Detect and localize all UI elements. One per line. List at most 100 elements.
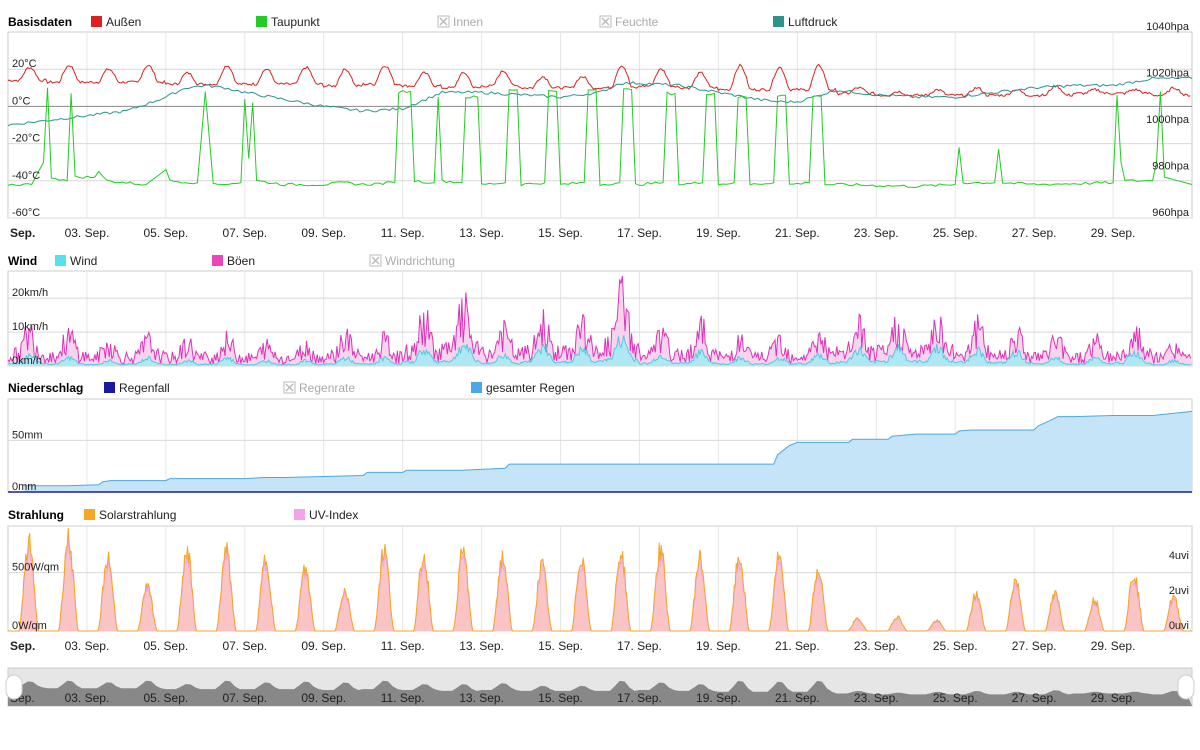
- time-navigator[interactable]: Sep. 03. Sep. 05. Sep. 07. Sep. 09. Sep. 11. …: [5, 667, 1195, 707]
- basis-legend-label[interactable]: Taupunkt: [271, 15, 320, 29]
- y-axis-label-pressure: 980hpa: [1152, 161, 1190, 173]
- x-axis-tick-label: 25. Sep.: [933, 639, 978, 653]
- panel-title-basisdaten: Basisdaten: [8, 15, 72, 29]
- x-axis-tick-label: 21. Sep.: [775, 226, 820, 240]
- y-axis-label-pressure: 1000hpa: [1146, 114, 1190, 126]
- regen-legend-label[interactable]: Regenfall: [119, 381, 170, 395]
- navigator-tick-label: 07. Sep.: [222, 691, 267, 705]
- series-area-solarstrahlung: [8, 528, 1192, 631]
- x-axis-tick-label: 05. Sep.: [144, 226, 189, 240]
- regen-legend-swatch[interactable]: [471, 382, 482, 393]
- basis-legend-swatch[interactable]: [773, 16, 784, 27]
- panel-title-strahlung: Strahlung: [8, 508, 64, 522]
- regen-legend-disabled-x-icon: [285, 383, 294, 392]
- x-axis-tick-label: 27. Sep.: [1012, 639, 1057, 653]
- y-axis-label-regen: 0mm: [12, 481, 36, 493]
- wind-legend-disabled-x-icon: [371, 256, 380, 265]
- strahlung-legend-swatch[interactable]: [84, 509, 95, 520]
- strahlung-legend-label[interactable]: UV-Index: [309, 508, 358, 522]
- basis-legend-label[interactable]: Feuchte: [615, 15, 659, 29]
- navigator-tick-label: 17. Sep.: [617, 691, 662, 705]
- plot-wind: 20km/h 10km/h 0km/h: [7, 270, 1193, 367]
- basis-legend-swatch[interactable]: [91, 16, 102, 27]
- y-axis-label-pressure: 960hpa: [1152, 207, 1190, 219]
- regen-legend-label[interactable]: gesamter Regen: [486, 381, 575, 395]
- series-line-aussen: [7, 63, 1191, 98]
- series-line-wind: [7, 335, 1191, 366]
- basis-frame: [7, 31, 1193, 219]
- series-line-taupunkt: [7, 87, 1193, 189]
- x-axis-tick-label: 15. Sep.: [538, 639, 583, 653]
- regen-legend-swatch[interactable]: [104, 382, 115, 393]
- x-axis-tick-label: 29. Sep.: [1091, 639, 1136, 653]
- plot-basisdaten: 20°C 0°C -20°C -40°C -60°C 1040hpa 1020hpa 1000…: [7, 21, 1193, 219]
- x-axis-first-label: Sep.: [10, 226, 35, 240]
- y-axis-label-temperature: 0°C: [12, 95, 31, 107]
- x-axis-tick-label: 11. Sep.: [381, 226, 425, 240]
- wind-legend-swatch[interactable]: [212, 255, 223, 266]
- y-axis-label-solar: 0W/qm: [12, 620, 47, 632]
- y-axis-label-uv: 0uvi: [1169, 620, 1189, 632]
- navigator-handle-left[interactable]: [5, 674, 23, 700]
- basis-legend-label[interactable]: Innen: [453, 15, 483, 29]
- x-axis-basisdaten: Sep. 03. Sep. 05. Sep. 07. Sep. 09. Sep. 11. …: [10, 226, 1135, 240]
- y-axis-label-wind: 0km/h: [12, 355, 42, 367]
- panel-title-wind: Wind: [8, 254, 37, 268]
- x-axis-strahlung: Sep. 03. Sep. 05. Sep. 07. Sep. 09. Sep. 11. …: [10, 639, 1135, 653]
- x-axis-tick-label: 21. Sep.: [775, 639, 820, 653]
- legend-niederschlag: Regenfall Regenrate gesamter Regen: [104, 381, 575, 395]
- regen-legend-label[interactable]: Regenrate: [299, 381, 355, 395]
- y-axis-label-uv: 2uvi: [1169, 585, 1189, 597]
- x-axis-tick-label: 19. Sep.: [696, 226, 741, 240]
- y-axis-label-temperature: -20°C: [12, 133, 40, 145]
- y-axis-label-uv: 4uvi: [1169, 550, 1189, 562]
- series-line-gesamter-regen: [23, 410, 1193, 487]
- navigator-tick-label: 15. Sep.: [538, 691, 583, 705]
- strahlung-legend-label[interactable]: Solarstrahlung: [99, 508, 176, 522]
- series-line-solarstrahlung: [8, 528, 1192, 632]
- x-axis-tick-label: 25. Sep.: [933, 226, 978, 240]
- basis-legend-label[interactable]: Luftdruck: [788, 15, 838, 29]
- x-axis-tick-label: 13. Sep.: [459, 226, 504, 240]
- basis-legend-swatch[interactable]: [256, 16, 267, 27]
- panel-basisdaten: Basisdaten Außen Taupunkt Innen Feuchte Luft…: [7, 15, 1193, 219]
- x-axis-tick-label: 07. Sep.: [222, 226, 267, 240]
- panel-title-niederschlag: Niederschlag: [8, 381, 83, 395]
- basis-legend-disabled-x-icon: [439, 17, 448, 26]
- x-axis-tick-label: 23. Sep.: [854, 226, 899, 240]
- x-axis-tick-label: 11. Sep.: [381, 639, 425, 653]
- x-axis-tick-label: 29. Sep.: [1091, 226, 1136, 240]
- basis-legend-label[interactable]: Außen: [106, 15, 141, 29]
- wind-legend-label[interactable]: Wind: [70, 254, 97, 268]
- wind-legend-label[interactable]: Böen: [227, 254, 255, 268]
- navigator-tick-label: 25. Sep.: [933, 691, 978, 705]
- navigator-tick-label: 19. Sep.: [696, 691, 741, 705]
- y-axis-label-temperature: -60°C: [12, 207, 40, 219]
- series-area-gesamter-regen: [23, 411, 1193, 492]
- x-axis-tick-label: 03. Sep.: [65, 226, 110, 240]
- y-axis-label-temperature: -40°C: [12, 170, 40, 182]
- x-axis-tick-label: 27. Sep.: [1012, 226, 1057, 240]
- x-axis-tick-label: 15. Sep.: [538, 226, 583, 240]
- wind-legend-label[interactable]: Windrichtung: [385, 254, 455, 268]
- navigator-tick-label: 27. Sep.: [1012, 691, 1057, 705]
- strahlung-legend-swatch[interactable]: [294, 509, 305, 520]
- legend-basisdaten: Außen Taupunkt Innen Feuchte Luftdruck: [91, 15, 838, 29]
- navigator-tick-label: 13. Sep.: [459, 691, 504, 705]
- wind-legend-swatch[interactable]: [55, 255, 66, 266]
- x-axis-tick-label: 05. Sep.: [144, 639, 189, 653]
- y-axis-label-pressure: 1020hpa: [1146, 68, 1190, 80]
- y-axis-label-solar: 500W/qm: [12, 562, 59, 574]
- series-line-boeen: [7, 275, 1192, 366]
- x-axis-first-label: Sep.: [10, 639, 35, 653]
- navigator-tick-label: 03. Sep.: [65, 691, 110, 705]
- navigator-tick-label: 09. Sep.: [301, 691, 346, 705]
- panel-niederschlag: Niederschlag Regenfall Regenrate gesamter …: [7, 381, 1193, 493]
- navigator-handle-right[interactable]: [1177, 674, 1195, 700]
- y-axis-label-temperature: 20°C: [12, 58, 37, 70]
- navigator-tick-label: 29. Sep.: [1091, 691, 1136, 705]
- x-axis-tick-label: 07. Sep.: [222, 639, 267, 653]
- panel-strahlung: Strahlung Solarstrahlung UV-Index 500W/qm…: [7, 508, 1193, 632]
- basis-legend-disabled-x-icon: [601, 17, 610, 26]
